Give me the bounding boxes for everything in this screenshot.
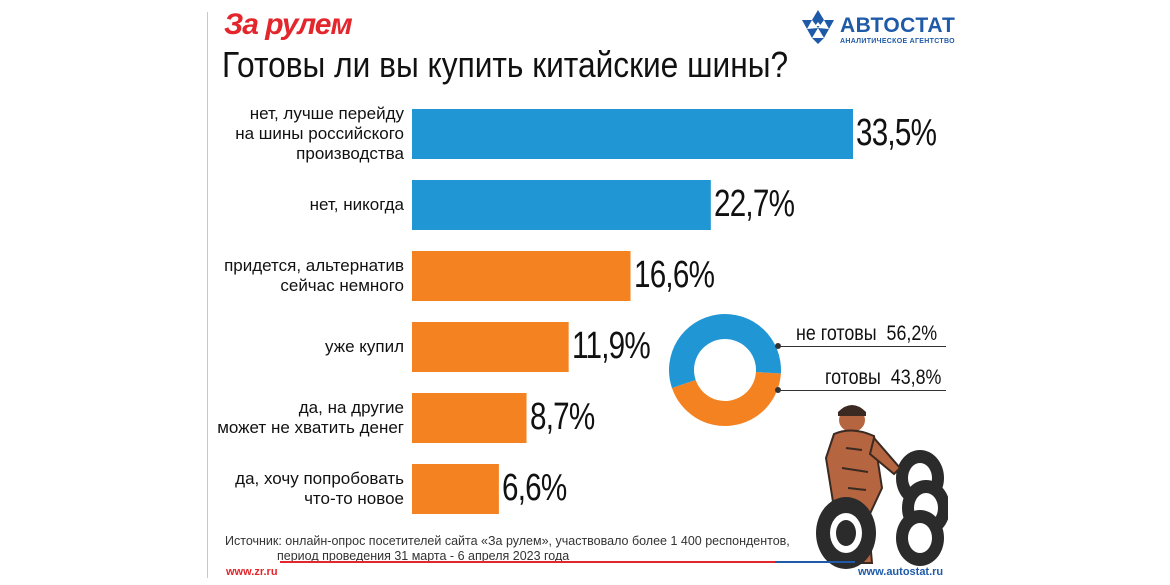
chart-title: Готовы ли вы купить китайские шины? [222,44,789,85]
source-line-1: Источник: онлайн-опрос посетителей сайта… [225,534,790,548]
legend-rule-not-ready [778,346,946,347]
category-label-0: нет, лучше перейду на шины российского п… [235,104,404,163]
bar-5 [412,464,499,514]
bar-3 [412,322,569,372]
category-label-5: да, хочу попробовать что-то новое [235,469,404,508]
value-label-3: 11,9% [571,325,651,367]
legend-ready-label: готовы [825,366,881,389]
value-label-4: 8,7% [529,396,595,438]
source-line-2: период проведения 31 марта - 6 апреля 20… [277,549,570,563]
value-label-1: 22,7% [713,183,795,225]
front-tire-icon [816,497,876,569]
autostat-logo: АВТОСТАТ АНАЛИТИЧЕСКОЕ АГЕНТСТВО [800,8,960,48]
autostat-subtitle: АНАЛИТИЧЕСКОЕ АГЕНТСТВО [840,38,955,45]
bar-1 [412,180,711,230]
zarulem-logo: За рулем [224,8,353,41]
donut-slice-ready [671,371,781,426]
footer-rule-blue [775,561,855,563]
legend-not-ready-label: не готовы [796,322,877,345]
autostat-url-link[interactable]: www.autostat.ru [858,566,944,578]
category-label-4: да, на другие может не хватить денег [217,398,404,437]
category-label-2: придется, альтернатив сейчас немного [224,256,404,295]
autostat-name: АВТОСТАТ [840,14,956,37]
snowflake-icon [802,10,834,44]
donut-slice-not-ready [669,313,782,388]
source-note: Источник: онлайн-опрос посетителей сайта… [225,534,790,564]
zr-url-link[interactable]: www.zr.ru [226,566,278,578]
legend-not-ready-value: 56,2% [886,322,938,345]
tire-stack-icon [896,450,948,566]
legend-rule-ready [778,390,946,391]
legend-ready-value: 43,8% [890,366,942,389]
legend-not-ready: не готовы 56,2% [796,322,937,346]
category-label-1: нет, никогда [309,195,404,214]
value-label-0: 33,5% [856,112,937,154]
mechanic-with-tires-illustration [816,405,948,569]
bar-0 [412,109,853,159]
bar-4 [412,393,527,443]
legend-ready: готовы 43,8% [825,366,941,390]
category-label-3: уже купил [325,337,404,356]
frame-divider [207,12,208,578]
value-label-2: 16,6% [633,254,715,296]
footer-rule-red [280,561,855,563]
bar-2 [412,251,631,301]
value-label-5: 6,6% [501,467,567,509]
